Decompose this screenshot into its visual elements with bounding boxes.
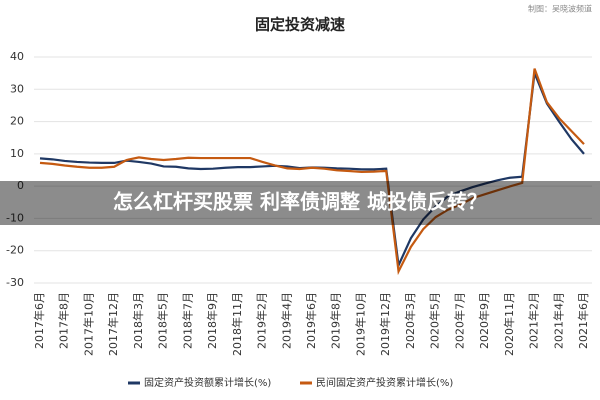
y-tick-label: -10 [6, 211, 24, 224]
legend-label: 固定资产投资额累计增长(%) [144, 376, 271, 389]
x-tick-label: 2021年4月 [551, 292, 565, 349]
y-tick-label: 10 [10, 147, 24, 160]
x-tick-label: 2020年3月 [403, 292, 417, 349]
y-tick-label: -30 [6, 276, 24, 289]
x-tick-label: 2017年12月 [106, 292, 120, 356]
x-tick-label: 2019年4月 [279, 292, 293, 349]
x-tick-label: 2019年8月 [329, 292, 343, 349]
x-tick-label: 2017年6月 [32, 292, 46, 349]
legend-label: 民间固定资产投资累计增长(%) [316, 376, 453, 389]
x-tick-label: 2020年7月 [452, 292, 466, 349]
y-tick-label: 30 [10, 82, 24, 95]
x-tick-label: 2017年10月 [81, 292, 95, 356]
banner-text: 怎么杠杆买股票 利率债调整 城投债反转？ [113, 190, 487, 214]
x-tick-label: 2019年10月 [353, 292, 367, 356]
series-line [39, 68, 585, 276]
x-tick-label: 2021年6月 [576, 292, 590, 349]
x-tick-label: 2018年7月 [180, 292, 194, 349]
x-tick-label: 2019年2月 [255, 292, 269, 349]
chart-title: 固定投资减速 [255, 16, 345, 34]
x-tick-label: 2020年9月 [477, 292, 491, 349]
x-tick-label: 2021年2月 [527, 292, 541, 349]
x-tick-label: 2018年3月 [131, 292, 145, 349]
x-tick-label: 2018年9月 [205, 292, 219, 349]
source-note: 制图：吴晓波频道 [528, 4, 592, 14]
x-tick-label: 2018年5月 [156, 292, 170, 349]
x-tick-label: 2020年11月 [502, 292, 516, 356]
x-tick-label: 2020年5月 [428, 292, 442, 349]
y-tick-label: -20 [6, 244, 24, 257]
y-tick-label: 0 [17, 179, 24, 192]
series-line [39, 68, 585, 270]
y-tick-label: 40 [10, 50, 24, 63]
x-tick-label: 2017年8月 [57, 292, 71, 349]
banner-band [0, 181, 600, 225]
x-tick-label: 2019年6月 [304, 292, 318, 349]
x-tick-label: 2018年11月 [230, 292, 244, 356]
x-tick-label: 2019年12月 [378, 292, 392, 356]
y-tick-label: 20 [10, 115, 24, 128]
